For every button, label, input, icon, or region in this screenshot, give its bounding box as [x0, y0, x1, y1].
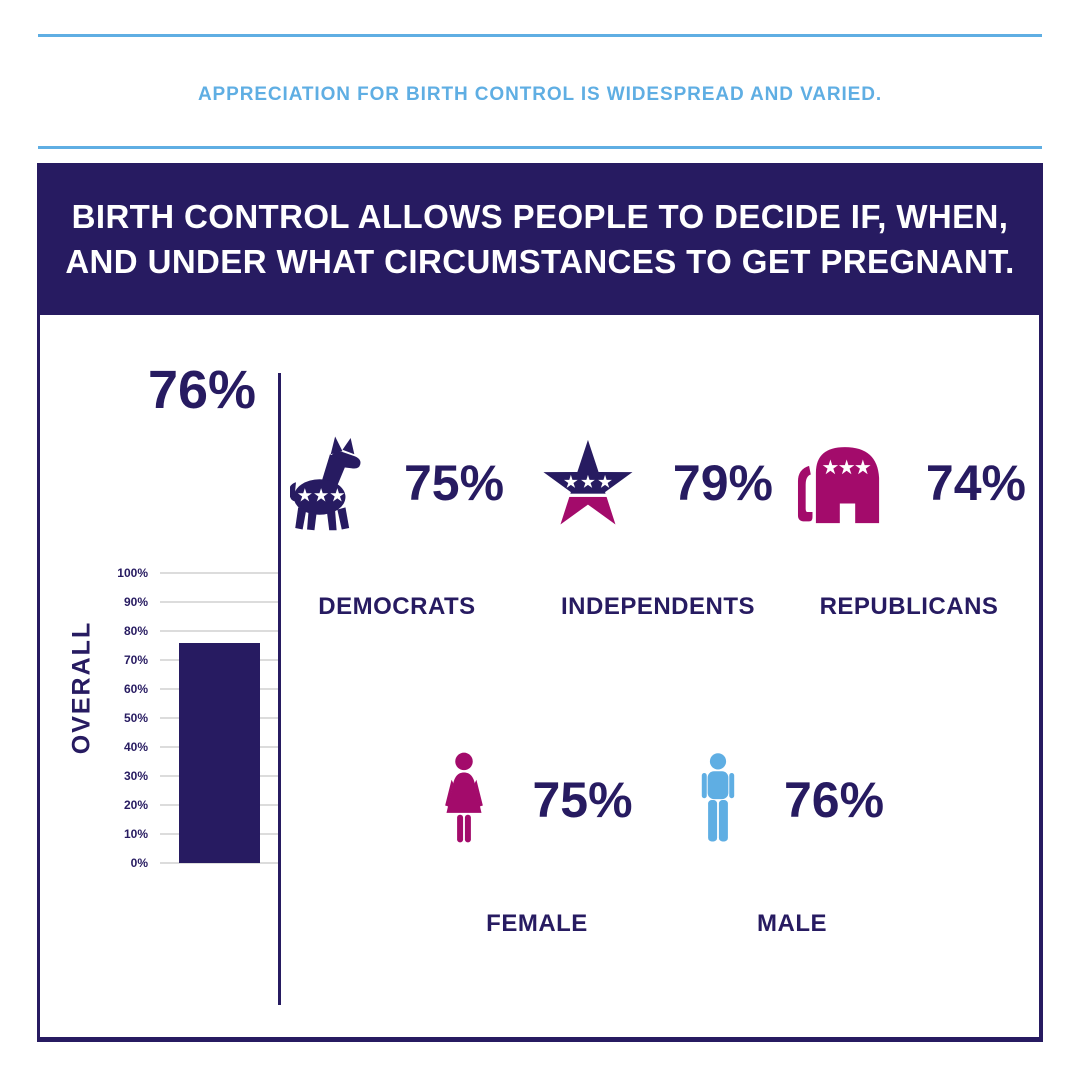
- headline-line1: BIRTH CONTROL ALLOWS PEOPLE TO DECIDE IF…: [71, 198, 1009, 235]
- male-label: MALE: [757, 910, 827, 937]
- republicans-label: REPUBLICANS: [819, 593, 999, 620]
- kicker-text: APPRECIATION FOR BIRTH CONTROL IS WIDESP…: [197, 84, 883, 105]
- female-percentage: 75%: [532, 772, 633, 828]
- democrats-percentage: 75%: [403, 455, 505, 511]
- y-axis-tick-label: 40%: [123, 740, 148, 754]
- headline-banner: BIRTH CONTROL ALLOWS PEOPLE TO DECIDE IF…: [37, 163, 1043, 315]
- y-axis-tick-label: 0%: [130, 856, 148, 870]
- male-icon: [701, 752, 735, 841]
- y-axis-tick-label: 70%: [123, 653, 148, 667]
- grid-line: [160, 630, 280, 632]
- y-axis-tick-label: 80%: [123, 624, 148, 638]
- overall-percentage: 76%: [147, 360, 257, 420]
- y-axis-tick-label: 10%: [123, 827, 148, 841]
- y-axis-tick-label: 60%: [123, 682, 148, 696]
- female-label: FEMALE: [486, 910, 588, 937]
- independents-percentage: 79%: [672, 455, 773, 511]
- republicans-icon-row: 74%: [792, 433, 1026, 533]
- vertical-divider: [278, 373, 281, 1005]
- y-axis-tick-label: 50%: [123, 711, 148, 725]
- content-box: 76% 100% 90% 80% 70% 60% 50% 40% 30% 20% 10% 0% OV…: [37, 315, 1043, 1042]
- republican-elephant-icon: [797, 447, 880, 524]
- female-icon: [445, 752, 484, 842]
- grid-line: [160, 862, 280, 864]
- republicans-percentage: 74%: [925, 455, 1026, 511]
- independents-icon-row: 79%: [543, 433, 773, 533]
- headline-line2: AND UNDER WHAT CIRCUMSTANCES TO GET PREG…: [65, 243, 1015, 280]
- overall-axis-label: OVERALL: [67, 620, 96, 755]
- grid-line: [160, 572, 280, 574]
- stat-group-female: 75% FEMALE: [427, 750, 647, 938]
- male-percentage: 76%: [783, 772, 885, 828]
- y-axis-tick-label: 20%: [123, 798, 148, 812]
- y-axis-tick-label: 100%: [117, 566, 148, 580]
- stat-group-republicans: 74% REPUBLICANS: [792, 433, 1026, 621]
- stat-group-democrats: 75% DEMOCRATS: [282, 433, 512, 621]
- y-axis-tick-label: 90%: [123, 595, 148, 609]
- democrat-donkey-icon: [289, 436, 361, 531]
- kicker-bottom-rule: [38, 146, 1042, 149]
- y-axis-tick-label: 30%: [123, 769, 148, 783]
- male-icon-row: 76%: [682, 750, 902, 850]
- overall-bar-chart: 100% 90% 80% 70% 60% 50% 40% 30% 20% 10% 0%: [40, 566, 284, 870]
- democrats-icon-row: 75%: [282, 433, 512, 533]
- democrats-label: DEMOCRATS: [318, 593, 476, 620]
- stat-group-independents: 79% INDEPENDENTS: [543, 433, 773, 621]
- grid-line: [160, 601, 280, 603]
- stat-group-male: 76% MALE: [682, 750, 902, 938]
- independent-star-icon: [543, 439, 633, 525]
- female-icon-row: 75%: [427, 750, 647, 850]
- top-divider-rule: [38, 34, 1042, 37]
- overall-bar: [179, 643, 260, 863]
- independents-label: INDEPENDENTS: [560, 593, 756, 620]
